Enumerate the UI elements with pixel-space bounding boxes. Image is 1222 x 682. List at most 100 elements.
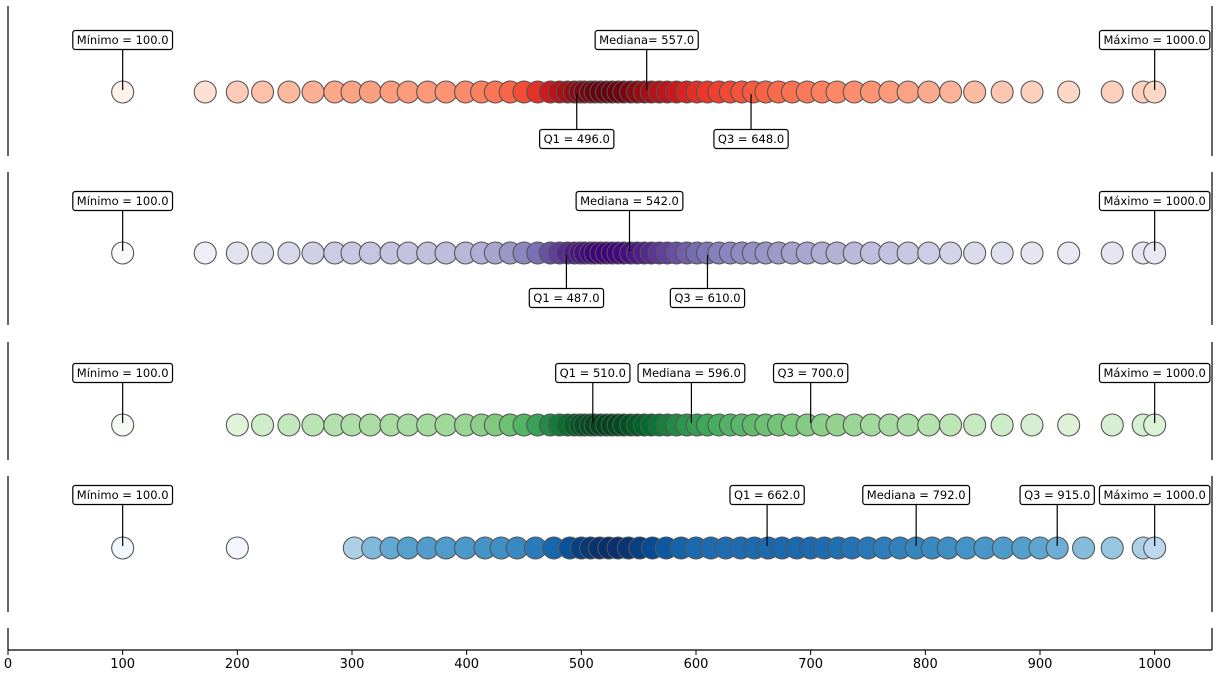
data-point [301, 413, 325, 437]
label-min: Mínimo = 100.0 [72, 190, 174, 212]
data-point [251, 80, 275, 104]
label-q1-box [528, 287, 605, 309]
data-point [917, 80, 941, 104]
data-point [896, 413, 920, 437]
label-max: Máximo = 1000.0 [1098, 362, 1211, 384]
label-q3-box [1019, 484, 1095, 506]
label-max: Máximo = 1000.0 [1098, 190, 1211, 212]
strip-row-1: Mínimo = 100.0 Q1 = 496.0 Mediana= 557.0 Q3… [7, 6, 1213, 156]
data-point [1100, 241, 1124, 265]
data-point [225, 536, 249, 560]
label-min-text: Mínimo = 100.0 [77, 33, 169, 47]
label-q3-box [669, 287, 746, 309]
strip-row-3: Mínimo = 100.0 Q1 = 510.0 Mediana = 596.0 Q… [7, 342, 1213, 460]
x-tick-label: 1000 [1138, 657, 1171, 672]
label-median-box [637, 362, 746, 384]
data-point [1072, 536, 1096, 560]
label-max-text: Máximo = 1000.0 [1103, 488, 1205, 502]
data-point [1020, 413, 1044, 437]
label-min-text: Mínimo = 100.0 [77, 488, 169, 502]
data-point [396, 80, 420, 104]
data-point [251, 413, 275, 437]
data-point [963, 80, 987, 104]
data-point [1020, 241, 1044, 265]
label-q1: Q1 = 496.0 [539, 128, 615, 150]
label-median: Mediana= 557.0 [594, 29, 699, 51]
data-point [358, 413, 382, 437]
data-point [396, 536, 420, 560]
x-tick-label: 200 [225, 657, 250, 672]
points [111, 413, 1167, 437]
data-point [396, 241, 420, 265]
data-point [1020, 80, 1044, 104]
label-max-text: Máximo = 1000.0 [1103, 366, 1205, 380]
data-point [277, 241, 301, 265]
data-point [917, 241, 941, 265]
x-tick-label: 700 [798, 657, 823, 672]
label-median: Mediana = 792.0 [862, 484, 971, 506]
label-max-box [1098, 190, 1211, 212]
data-point [1100, 413, 1124, 437]
label-max-text: Máximo = 1000.0 [1103, 33, 1205, 47]
label-q1: Q1 = 487.0 [528, 287, 605, 309]
label-median-text: Mediana= 557.0 [599, 33, 694, 47]
label-max: Máximo = 1000.0 [1098, 484, 1211, 506]
data-point [1057, 241, 1081, 265]
x-tick-label: 900 [1028, 657, 1053, 672]
data-point [225, 241, 249, 265]
data-point [896, 241, 920, 265]
label-q1: Q1 = 662.0 [729, 484, 805, 506]
x-tick-label: 500 [569, 657, 594, 672]
points [111, 536, 1167, 560]
data-point [1100, 536, 1124, 560]
label-min-text: Mínimo = 100.0 [77, 194, 169, 208]
data-point [963, 241, 987, 265]
x-tick-label: 800 [913, 657, 938, 672]
x-tick-label: 600 [684, 657, 709, 672]
label-min-box [72, 29, 174, 51]
data-point [225, 413, 249, 437]
label-q1-text: Q1 = 662.0 [734, 488, 800, 502]
data-point [301, 241, 325, 265]
data-point [434, 413, 458, 437]
data-point [434, 241, 458, 265]
data-point [917, 413, 941, 437]
x-tick-label: 300 [340, 657, 365, 672]
label-q1-box [729, 484, 805, 506]
label-q3: Q3 = 700.0 [772, 362, 849, 384]
strip-row-4: Mínimo = 100.0 Q1 = 662.0 Mediana = 792.0 Q… [7, 476, 1213, 612]
label-q3: Q3 = 648.0 [713, 128, 789, 150]
label-min: Mínimo = 100.0 [72, 484, 174, 506]
data-point [453, 536, 478, 560]
data-point [991, 536, 1015, 560]
annotations: Mínimo = 100.0 Q1 = 510.0 Mediana = 596.0 Q… [72, 362, 1211, 423]
annotations: Mínimo = 100.0 Q1 = 662.0 Mediana = 792.0 Q… [72, 484, 1211, 546]
label-q1-box [539, 128, 615, 150]
data-point [1100, 80, 1124, 104]
label-q1-text: Q1 = 496.0 [544, 132, 610, 146]
x-tick-label: 400 [454, 657, 479, 672]
annotations: Mínimo = 100.0 Q1 = 496.0 Mediana= 557.0 Q3… [72, 29, 1211, 150]
points [111, 241, 1167, 265]
label-min: Mínimo = 100.0 [72, 29, 174, 51]
data-point [225, 80, 249, 104]
strip-row-2: Mínimo = 100.0 Q1 = 487.0 Mediana = 542.0 Q… [7, 172, 1213, 325]
data-point [939, 241, 963, 265]
data-point [990, 241, 1014, 265]
label-min-box [72, 190, 174, 212]
label-q3-text: Q3 = 915.0 [1024, 488, 1090, 502]
data-point [990, 80, 1014, 104]
label-median-text: Mediana = 542.0 [580, 194, 679, 208]
label-max: Máximo = 1000.0 [1098, 29, 1211, 51]
data-point [301, 80, 325, 104]
label-q3-box [772, 362, 849, 384]
data-point [1057, 80, 1081, 104]
data-point [939, 80, 963, 104]
data-point [251, 241, 275, 265]
data-point [193, 241, 217, 265]
label-q3: Q3 = 915.0 [1019, 484, 1095, 506]
label-max-box [1098, 29, 1211, 51]
label-max-box [1098, 362, 1211, 384]
label-min-box [72, 362, 174, 384]
